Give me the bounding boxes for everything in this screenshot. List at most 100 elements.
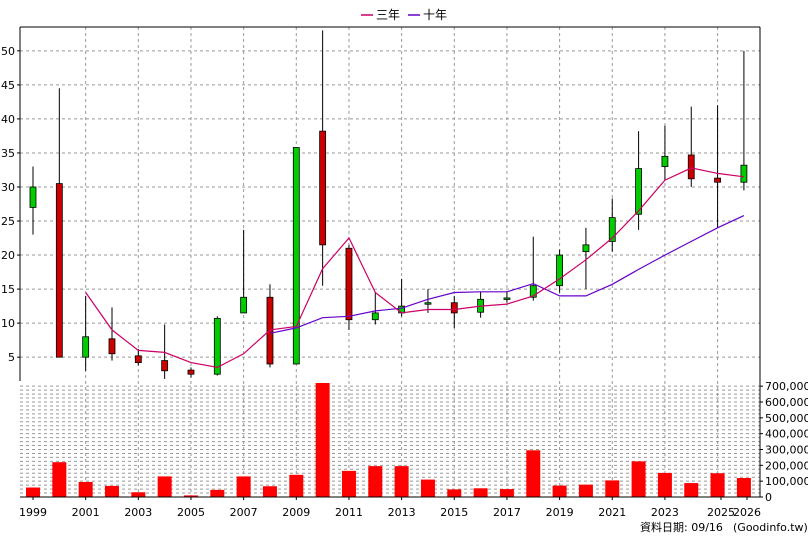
moving-average-lines (85, 167, 745, 369)
source-label: (Goodinfo.tw) (733, 521, 808, 534)
volume-bar (684, 483, 699, 497)
volume-bar (262, 486, 277, 497)
volume-tick-label: 400,000 (765, 428, 808, 441)
volume-bar (631, 461, 646, 497)
grid-lines (20, 27, 760, 497)
candle-body (582, 244, 590, 253)
candles (29, 30, 748, 379)
volume-bar (552, 485, 567, 497)
candle-body (161, 360, 169, 372)
x-tick-label: 1999 (19, 506, 47, 519)
legend: 三年 十年 (361, 8, 447, 22)
candle-body (608, 217, 616, 242)
price-tick-label: 45 (1, 79, 15, 92)
volume-bar (605, 480, 620, 497)
volume-bar (394, 466, 409, 497)
volume-bar (736, 478, 751, 497)
x-tick-label: 2026 (733, 506, 761, 519)
x-tick-label: 2003 (124, 506, 152, 519)
candle-body (213, 317, 221, 375)
candle-body (714, 177, 721, 183)
volume-bar (473, 488, 488, 497)
volume-tick-label: 700,000 (765, 380, 808, 393)
candle-body (529, 285, 537, 298)
candle-body (55, 183, 63, 358)
candle-body (108, 338, 116, 355)
price-axis-ticks: 5 10 15 20 25 30 35 40 45 50 (1, 45, 20, 364)
x-tick-label: 2007 (230, 506, 258, 519)
candle-body (503, 297, 511, 300)
volume-bar (578, 484, 593, 497)
candle-body (371, 312, 379, 321)
volume-bar (289, 474, 304, 497)
x-tick-label: 2019 (546, 506, 574, 519)
price-tick-label: 30 (1, 181, 15, 194)
chart-frame (19, 26, 761, 498)
x-tick-label: 2013 (388, 506, 416, 519)
price-tick-label: 50 (1, 45, 15, 58)
candle-body (345, 247, 353, 321)
volume-axis-ticks: 0 100,000 200,000 300,000 400,000 500,000 600,… (760, 380, 808, 504)
candle-body (424, 302, 432, 305)
ma3-line (85, 167, 744, 369)
volume-bar (236, 476, 251, 497)
volume-bar (526, 450, 541, 497)
volume-tick-label: 0 (765, 491, 772, 504)
price-tick-label: 10 (1, 317, 15, 330)
volume-bar (657, 472, 672, 497)
candle-body (240, 296, 248, 314)
volume-bar (499, 489, 514, 497)
volume-bar (315, 383, 330, 497)
x-axis-ticks: 1999 2001 2003 2005 2007 2009 2011 2013 2015 2017… (19, 497, 761, 519)
volume-tick-label: 200,000 (765, 459, 808, 472)
price-tick-label: 5 (8, 351, 15, 364)
volume-bar (157, 476, 172, 497)
candle-body (556, 254, 563, 287)
price-tick-label: 25 (1, 215, 15, 228)
price-tick-label: 35 (1, 147, 15, 160)
volume-tick-label: 500,000 (765, 412, 808, 425)
candle-body (319, 130, 327, 246)
volume-tick-label: 300,000 (765, 444, 808, 457)
legend-ma10-label: 十年 (423, 8, 447, 22)
volume-bar (104, 485, 119, 497)
x-tick-label: 2005 (177, 506, 205, 519)
candle-body (292, 147, 300, 365)
x-tick-label: 2015 (440, 506, 468, 519)
volume-bars (26, 383, 751, 497)
volume-bar (210, 489, 225, 497)
candle-body (661, 155, 669, 167)
x-tick-label: 2023 (651, 506, 679, 519)
volume-bar (368, 466, 383, 497)
price-panel (20, 27, 760, 381)
x-tick-label: 2001 (72, 506, 100, 519)
volume-bar (52, 462, 67, 497)
candle-body (29, 186, 37, 208)
data-date-label: 資料日期: 09/16 (640, 520, 723, 534)
candle-body (134, 355, 142, 364)
volume-tick-label: 100,000 (765, 475, 808, 488)
volume-tick-label: 600,000 (765, 396, 808, 409)
x-tick-label: 2021 (598, 506, 626, 519)
x-tick-label: 2025 (707, 506, 735, 519)
x-tick-label: 2009 (282, 506, 310, 519)
x-tick-label: 2017 (493, 506, 521, 519)
candle-body (187, 369, 195, 375)
candle-body (687, 154, 695, 180)
candle-body (82, 336, 90, 358)
volume-bar (710, 473, 725, 497)
ma10-line (269, 215, 745, 334)
volume-bar (131, 492, 146, 497)
price-tick-label: 20 (1, 249, 15, 262)
candle-body (635, 168, 642, 215)
x-tick-label: 2011 (335, 506, 363, 519)
price-tick-label: 40 (1, 113, 15, 126)
legend-ma3-label: 三年 (376, 8, 400, 22)
candle-body (450, 302, 458, 314)
volume-bar (26, 487, 40, 497)
volume-bar (78, 481, 93, 497)
volume-bar (420, 479, 435, 497)
price-tick-label: 15 (1, 283, 15, 296)
volume-bar (183, 495, 198, 497)
